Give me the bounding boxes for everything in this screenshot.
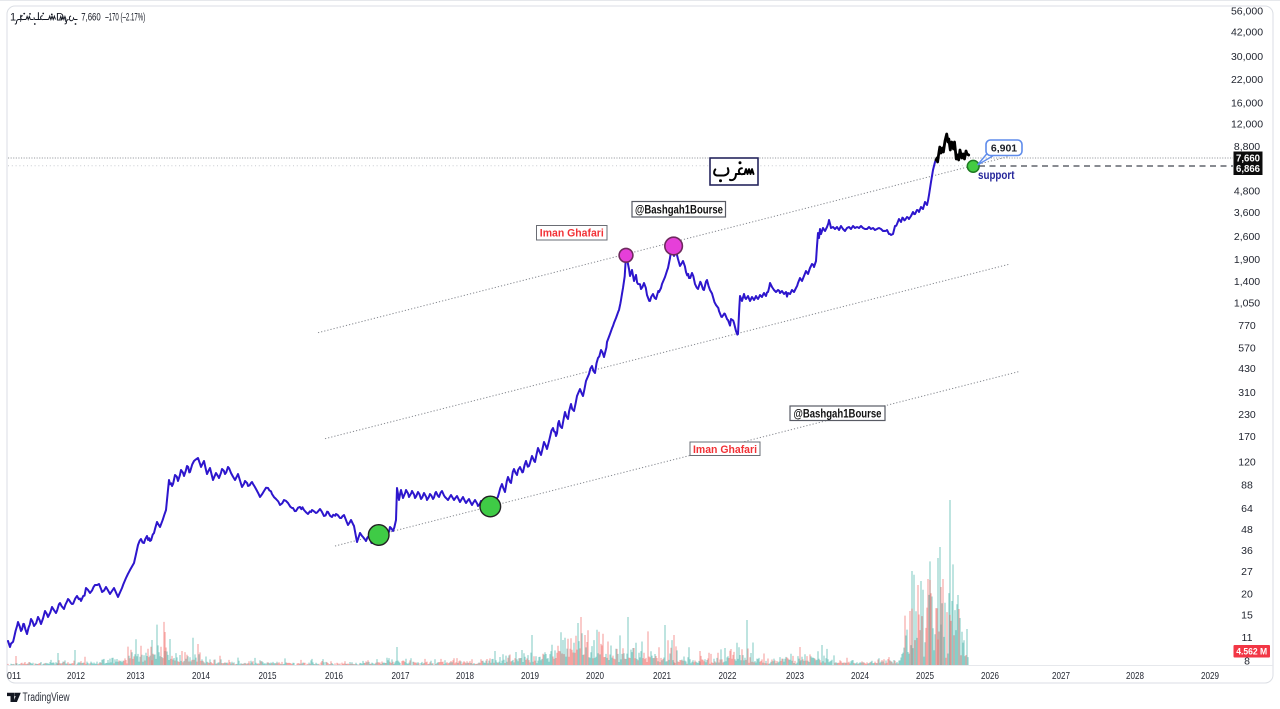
svg-text:TradingView: TradingView bbox=[23, 692, 71, 704]
svg-text:2016: 2016 bbox=[325, 670, 343, 682]
svg-text:8: 8 bbox=[1244, 656, 1250, 668]
svg-text:2024: 2024 bbox=[851, 670, 869, 682]
svg-text:230: 230 bbox=[1238, 409, 1256, 421]
svg-text:11: 11 bbox=[1242, 632, 1253, 644]
svg-text:011: 011 bbox=[7, 670, 21, 682]
svg-text:support: support bbox=[978, 170, 1015, 182]
svg-text:170: 170 bbox=[1238, 431, 1256, 443]
svg-text:88: 88 bbox=[1241, 480, 1253, 492]
svg-text:27: 27 bbox=[1241, 566, 1253, 578]
svg-text:1,050: 1,050 bbox=[1234, 297, 1260, 309]
svg-text:2022: 2022 bbox=[719, 670, 737, 682]
svg-text:Iman Ghafari: Iman Ghafari bbox=[693, 444, 757, 456]
svg-text:48: 48 bbox=[1241, 524, 1253, 536]
svg-text:8,800: 8,800 bbox=[1234, 141, 1260, 153]
svg-text:430: 430 bbox=[1238, 363, 1256, 375]
svg-text:–170 (–2.17%): –170 (–2.17%) bbox=[105, 12, 145, 24]
svg-text:22,000: 22,000 bbox=[1231, 74, 1263, 86]
svg-text:2027: 2027 bbox=[1052, 670, 1070, 682]
svg-text:2026: 2026 bbox=[981, 670, 999, 682]
svg-text:3,600: 3,600 bbox=[1234, 207, 1260, 219]
svg-text:2,600: 2,600 bbox=[1234, 231, 1260, 243]
svg-text:2018: 2018 bbox=[456, 670, 474, 682]
svg-text:15: 15 bbox=[1241, 609, 1253, 621]
svg-text:42,000: 42,000 bbox=[1231, 26, 1263, 38]
svg-text:@Bashgah1Bourse: @Bashgah1Bourse bbox=[794, 409, 882, 421]
svg-text:2019: 2019 bbox=[521, 670, 539, 682]
svg-text:30,000: 30,000 bbox=[1231, 51, 1263, 63]
svg-text:4.562 M: 4.562 M bbox=[1236, 647, 1267, 658]
svg-text:2013: 2013 bbox=[127, 670, 145, 682]
svg-text:310: 310 bbox=[1238, 387, 1256, 399]
svg-text:4,800: 4,800 bbox=[1234, 186, 1260, 198]
svg-text:2020: 2020 bbox=[586, 670, 604, 682]
svg-text:1 ,: 1 , bbox=[10, 12, 22, 24]
svg-text:570: 570 bbox=[1238, 342, 1256, 354]
svg-text:2023: 2023 bbox=[786, 670, 804, 682]
svg-text:20: 20 bbox=[1241, 588, 1253, 600]
svg-text:1,400: 1,400 bbox=[1234, 276, 1260, 288]
svg-text:6,866: 6,866 bbox=[1236, 164, 1260, 175]
svg-text:2012: 2012 bbox=[67, 670, 85, 682]
svg-text:6,901: 6,901 bbox=[991, 143, 1017, 155]
svg-text:2025: 2025 bbox=[916, 670, 934, 682]
svg-text:2028: 2028 bbox=[1126, 670, 1144, 682]
svg-text:64: 64 bbox=[1241, 503, 1253, 515]
svg-text:1,900: 1,900 bbox=[1234, 254, 1260, 266]
svg-text:2029: 2029 bbox=[1201, 670, 1219, 682]
svg-text:16,000: 16,000 bbox=[1231, 97, 1263, 109]
svg-text:120: 120 bbox=[1238, 457, 1256, 469]
svg-text:2014: 2014 bbox=[192, 670, 210, 682]
svg-text:@Bashgah1Bourse: @Bashgah1Bourse bbox=[635, 205, 723, 217]
svg-text:2017: 2017 bbox=[392, 670, 410, 682]
svg-text:56,000: 56,000 bbox=[1231, 5, 1263, 17]
svg-text:Iman Ghafari: Iman Ghafari bbox=[540, 228, 604, 240]
svg-text:12,000: 12,000 bbox=[1231, 118, 1263, 130]
svg-text:7,660: 7,660 bbox=[81, 12, 101, 24]
svg-text:2015: 2015 bbox=[259, 670, 277, 682]
svg-text:7,660: 7,660 bbox=[1236, 153, 1260, 164]
svg-text:36: 36 bbox=[1241, 545, 1253, 557]
svg-text:770: 770 bbox=[1238, 320, 1256, 332]
svg-text:2021: 2021 bbox=[653, 670, 671, 682]
